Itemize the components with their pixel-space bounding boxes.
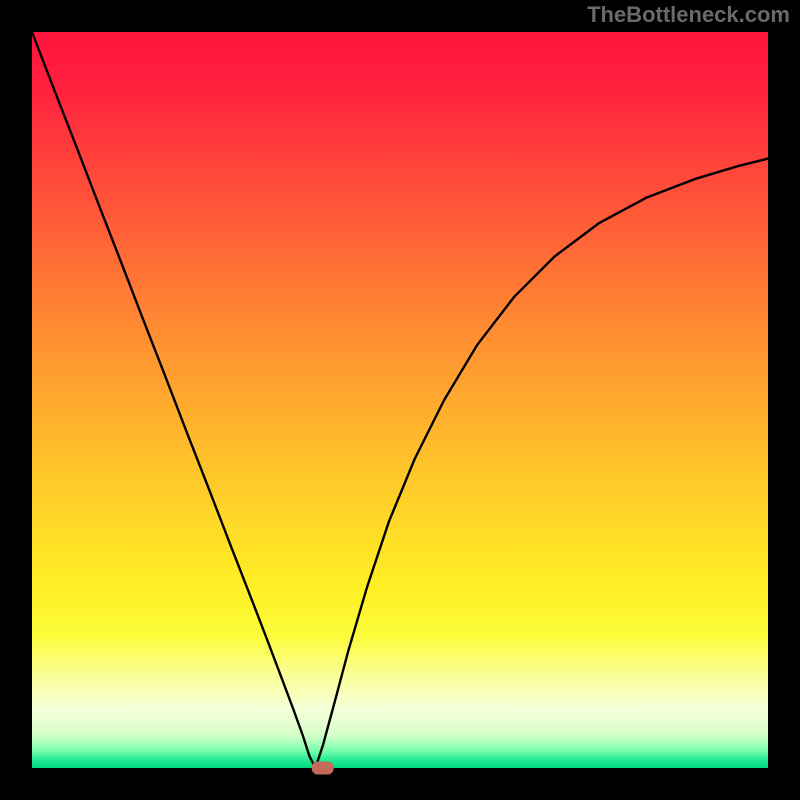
bottleneck-chart (0, 0, 800, 800)
chart-plot-background (32, 32, 768, 768)
watermark-text: TheBottleneck.com (587, 2, 790, 28)
optimum-marker (312, 762, 334, 775)
chart-container: TheBottleneck.com (0, 0, 800, 800)
